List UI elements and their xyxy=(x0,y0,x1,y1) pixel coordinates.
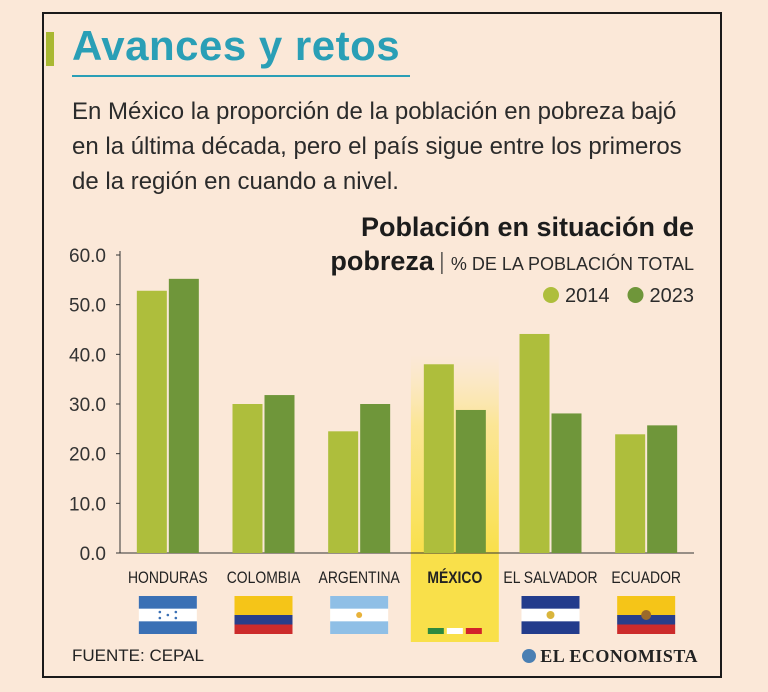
highlight-band-label-area xyxy=(410,553,499,642)
bar-2014 xyxy=(232,404,263,553)
argentina-flag-bottom xyxy=(330,621,389,634)
bar-2014 xyxy=(519,333,550,553)
y-tick-label: 30.0 xyxy=(69,395,106,416)
y-tick-label: 50.0 xyxy=(69,296,106,317)
bar-2023 xyxy=(551,413,582,553)
brand-logo: EL ECONOMISTA xyxy=(522,646,698,667)
argentina-flag-top xyxy=(330,596,389,609)
bar-2023 xyxy=(455,409,486,553)
honduras-flag-bottom xyxy=(138,621,197,634)
category-label: MÉXICO xyxy=(427,569,482,588)
legend-swatch-2014 xyxy=(543,287,559,303)
category-label: HONDURAS xyxy=(128,569,208,588)
chart-title-second-line: pobreza xyxy=(330,246,435,276)
legend-label-2014: 2014 xyxy=(565,285,610,307)
bar-2014 xyxy=(615,434,646,553)
chart-subtitle: % DE LA POBLACIÓN TOTAL xyxy=(451,253,694,274)
mexico-flag-white xyxy=(446,628,463,634)
legend-label-2023: 2023 xyxy=(650,285,695,307)
bar-2014 xyxy=(328,431,359,553)
el-salvador-flag-bottom xyxy=(521,621,580,634)
colombia-flag-blue xyxy=(234,615,293,625)
bar-2014 xyxy=(136,290,167,553)
title-underline xyxy=(72,75,410,77)
page-title: Avances y retos xyxy=(72,22,401,69)
honduras-star xyxy=(174,610,178,614)
category-label: COLOMBIA xyxy=(227,569,301,588)
bar-2014 xyxy=(423,364,454,553)
ecuador-flag xyxy=(617,596,676,615)
bar-2023 xyxy=(360,404,391,553)
category-label: ARGENTINA xyxy=(319,569,401,588)
honduras-flag-top xyxy=(138,596,197,609)
y-tick-label: 60.0 xyxy=(69,246,106,267)
bar-2023 xyxy=(647,425,678,553)
title-accent-bar xyxy=(46,32,54,66)
bar-2023 xyxy=(264,395,295,553)
brand-name: EL ECONOMISTA xyxy=(540,646,698,666)
chart-title: Población en situación de xyxy=(361,212,694,242)
ecuador-emblem xyxy=(641,610,652,620)
y-tick-label: 40.0 xyxy=(69,345,106,366)
category-label: ECUADOR xyxy=(611,569,681,588)
y-tick-label: 20.0 xyxy=(69,445,106,466)
colombia-flag-red xyxy=(234,624,293,634)
intro-text: En México la proporción de la población … xyxy=(72,98,682,195)
honduras-star xyxy=(174,616,178,620)
honduras-star xyxy=(166,613,170,617)
category-label: EL SALVADOR xyxy=(503,569,597,588)
y-tick-label: 0.0 xyxy=(80,544,106,565)
el-salvador-flag-top xyxy=(521,596,580,609)
mexico-flag xyxy=(427,628,444,634)
y-tick-label: 10.0 xyxy=(69,494,106,515)
colombia-flag xyxy=(234,596,293,615)
source-note: FUENTE: CEPAL xyxy=(72,646,204,665)
argentina-sun xyxy=(356,612,363,618)
el-salvador-emblem xyxy=(546,611,555,619)
honduras-star xyxy=(158,610,162,614)
brand-icon xyxy=(522,649,537,663)
bar-2023 xyxy=(168,278,199,553)
honduras-star xyxy=(158,616,162,620)
infographic-content: Avances y retos En México la proporción … xyxy=(42,12,722,678)
legend-swatch-2023 xyxy=(627,287,644,303)
ecuador-flag-red xyxy=(617,624,676,634)
mexico-flag-red xyxy=(465,628,482,634)
